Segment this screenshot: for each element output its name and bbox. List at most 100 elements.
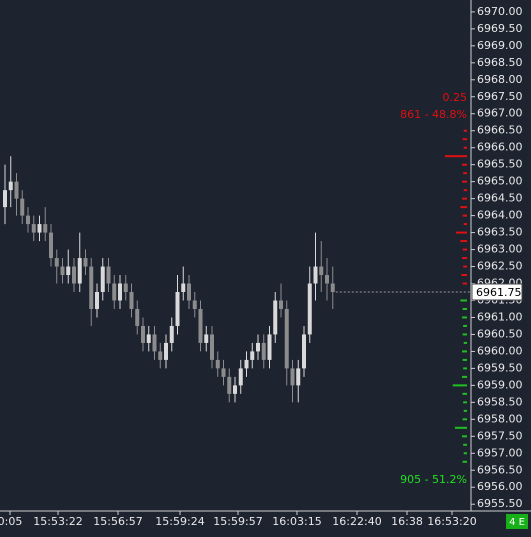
candle-body bbox=[221, 368, 226, 377]
y-tick-label: 6959.50 bbox=[477, 361, 523, 374]
y-tick-label: 6959.00 bbox=[477, 378, 523, 391]
candle-body bbox=[141, 325, 145, 343]
y-tick-label: 6965.00 bbox=[477, 175, 523, 188]
candle-body bbox=[261, 342, 266, 360]
bid-depth bbox=[462, 392, 467, 395]
ask-depth bbox=[463, 265, 467, 268]
ask-depth bbox=[462, 197, 467, 200]
candle-body bbox=[319, 266, 324, 276]
candle-body bbox=[37, 224, 42, 233]
ask-depth bbox=[462, 180, 467, 183]
x-tick-label: 16:22:40 bbox=[332, 515, 381, 528]
y-tick-label: 6958.00 bbox=[477, 412, 523, 425]
candle-body bbox=[210, 334, 214, 360]
last-price-label: 6961.75 bbox=[476, 286, 522, 299]
y-tick-label: 6966.00 bbox=[477, 141, 523, 154]
candle-body bbox=[187, 283, 191, 301]
candle-body bbox=[330, 283, 335, 292]
y-tick-label: 6958.50 bbox=[477, 395, 523, 408]
candle-body bbox=[83, 258, 88, 267]
ask-depth bbox=[462, 248, 467, 251]
candle-body bbox=[233, 385, 237, 394]
candle-body bbox=[256, 342, 260, 352]
candle-body bbox=[238, 368, 243, 386]
candle-body bbox=[95, 292, 99, 309]
candle-body bbox=[250, 351, 255, 360]
bid-depth bbox=[454, 426, 467, 429]
y-tick-label: 6956.50 bbox=[477, 463, 523, 476]
bid-depth bbox=[463, 367, 467, 370]
spread-label: 0.25 bbox=[443, 91, 468, 104]
y-tick-label: 6962.50 bbox=[477, 260, 523, 273]
y-tick-label: 6970.00 bbox=[477, 5, 523, 18]
y-tick-label: 6960.00 bbox=[477, 344, 523, 357]
ask-depth bbox=[445, 155, 467, 158]
candle-body bbox=[198, 308, 203, 343]
last-price-box bbox=[471, 283, 523, 301]
y-tick-label: 6960.50 bbox=[477, 327, 523, 340]
bid-depth bbox=[462, 375, 467, 378]
bid-depth bbox=[463, 401, 467, 404]
y-tick-label: 6968.50 bbox=[477, 56, 523, 69]
ask-depth bbox=[461, 274, 467, 277]
y-tick-label: 6961.00 bbox=[477, 310, 523, 323]
y-tick-label: 6957.00 bbox=[477, 446, 523, 459]
candle-body bbox=[54, 258, 59, 267]
y-tick-label: 6969.00 bbox=[477, 39, 523, 52]
x-tick-label: 15:56:57 bbox=[93, 515, 142, 528]
bid-depth bbox=[462, 316, 467, 319]
candle-body bbox=[215, 359, 220, 369]
bid-depth bbox=[462, 460, 467, 463]
candle-body bbox=[129, 292, 134, 309]
y-tick-label: 6968.00 bbox=[477, 73, 523, 86]
y-tick-label: 6964.50 bbox=[477, 192, 523, 205]
y-tick-label: 6955.50 bbox=[477, 497, 523, 510]
candle-body bbox=[112, 283, 117, 301]
x-tick-label: 16:03:15 bbox=[272, 515, 321, 528]
x-tick-label: 15:59:57 bbox=[213, 515, 262, 528]
bid-depth bbox=[462, 350, 467, 353]
bid-depth bbox=[463, 409, 467, 412]
ask-depth bbox=[463, 223, 467, 226]
y-tick-label: 6957.50 bbox=[477, 429, 523, 442]
candle-body bbox=[244, 359, 249, 369]
candle-body bbox=[204, 334, 209, 343]
candle-body bbox=[325, 275, 329, 284]
candle-body bbox=[296, 368, 301, 386]
candle-body bbox=[43, 224, 48, 233]
y-tick-label: 6963.50 bbox=[477, 226, 523, 239]
candle-body bbox=[135, 308, 140, 326]
ask-depth bbox=[462, 257, 467, 260]
candle-body bbox=[26, 215, 30, 225]
candle-body bbox=[181, 283, 186, 292]
candle-body bbox=[227, 376, 232, 394]
candle-body bbox=[123, 283, 128, 292]
y-tick-label: 6966.50 bbox=[477, 124, 523, 137]
candle-body bbox=[31, 224, 36, 233]
bid-depth bbox=[462, 358, 467, 361]
bid-total: 905 - 51.2% bbox=[400, 473, 467, 486]
ask-depth bbox=[462, 214, 467, 217]
bid-depth bbox=[463, 443, 467, 446]
ask-depth bbox=[462, 282, 467, 285]
x-tick-label: 15:53:22 bbox=[33, 515, 82, 528]
candle-body bbox=[175, 292, 180, 326]
bid-depth bbox=[463, 452, 467, 455]
ask-depth bbox=[462, 163, 467, 166]
candle-body bbox=[106, 266, 111, 284]
candle-body bbox=[3, 190, 7, 208]
candle-body bbox=[146, 334, 151, 343]
ask-depth bbox=[462, 138, 467, 141]
candle-body bbox=[100, 266, 105, 292]
bid-depth bbox=[462, 333, 467, 336]
candle-body bbox=[60, 266, 65, 276]
candle-body bbox=[49, 232, 53, 259]
candle-body bbox=[164, 342, 168, 360]
candle-body bbox=[89, 266, 94, 309]
candle-body bbox=[152, 334, 157, 352]
y-tick-label: 6967.00 bbox=[477, 107, 523, 120]
candle-body bbox=[72, 266, 76, 284]
bid-depth bbox=[462, 418, 467, 421]
